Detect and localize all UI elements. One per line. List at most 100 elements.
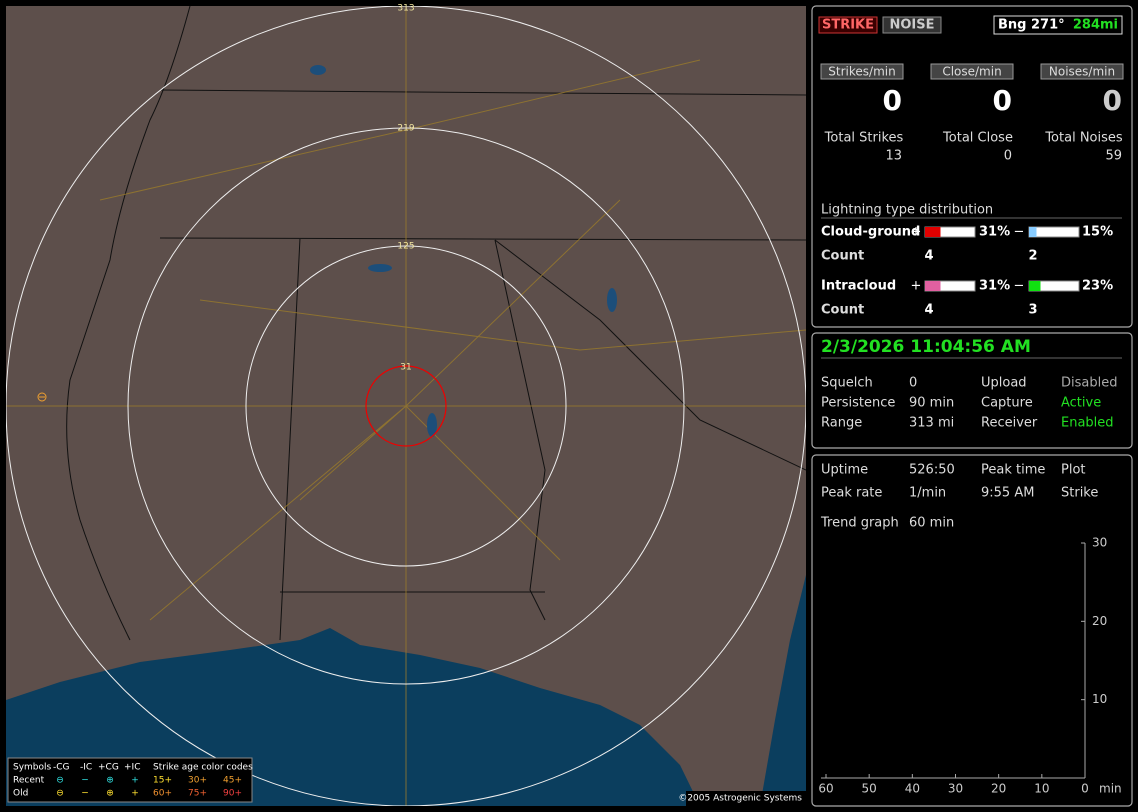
rate-value: 0	[883, 84, 902, 117]
total-value: 59	[1105, 149, 1122, 164]
ring-label: 125	[397, 242, 414, 252]
rate-label-box	[1040, 63, 1124, 80]
sign: −	[1014, 279, 1025, 294]
x-tick-label: 40	[905, 782, 920, 796]
total-label: Total Strikes	[824, 131, 904, 146]
legend-age: 45+	[223, 776, 242, 786]
setting: Upload	[981, 376, 1027, 391]
total-value: 13	[885, 149, 902, 164]
bar	[925, 227, 941, 237]
stat: Peak time	[981, 463, 1045, 478]
count: 4	[924, 303, 933, 318]
trend-label: Trend graph	[820, 516, 899, 531]
counts: Strikes/min 0 Close/min 0 Noises/min 0 Total S…	[820, 63, 1124, 164]
distribution-title: Lightning type distribution	[821, 203, 993, 218]
count: 4	[924, 249, 933, 264]
stat: 526:50	[909, 463, 955, 478]
sign: +	[911, 225, 922, 240]
legend-header: Symbols	[13, 763, 52, 773]
setting: Active	[1061, 396, 1101, 411]
strike-button[interactable]	[818, 16, 878, 34]
clock: 2/3/2026 11:04:56 AM	[821, 337, 1031, 357]
ring-label: 219	[397, 124, 414, 134]
rate-label-box	[930, 63, 1014, 80]
ring-label: 313	[397, 4, 414, 14]
noise-button[interactable]	[882, 16, 942, 34]
settings: Squelch 0 Upload Disabled Persistence 90 min C…	[821, 376, 1117, 431]
legend-symbol: ⊕	[106, 789, 114, 799]
type-name: Cloud-ground	[821, 225, 920, 240]
percent: 23%	[1082, 279, 1113, 294]
ring-label: 31	[400, 363, 411, 373]
settings-panel	[811, 332, 1133, 449]
legend-header: Strike age color codes	[153, 763, 253, 773]
trend-graph: 60 50 40 30 20 10 0 min 10 20 30	[818, 536, 1121, 796]
sign: +	[911, 279, 922, 294]
map: 313 219 125 31 ©2005 Astrogenic Systems …	[6, 4, 806, 806]
legend-age: 15+	[153, 776, 172, 786]
legend-symbol: −	[81, 776, 89, 786]
bearing-box	[993, 15, 1123, 35]
copyright: ©2005 Astrogenic Systems	[678, 794, 802, 804]
stat: Uptime	[821, 463, 868, 478]
bar	[1029, 227, 1037, 237]
total-label: Total Noises	[1044, 131, 1123, 146]
total-value: 0	[1004, 149, 1012, 164]
legend-header: +IC	[124, 763, 140, 773]
rate-label-box	[820, 63, 904, 80]
rate-label: Strikes/min	[828, 65, 895, 79]
rate-label: Close/min	[942, 65, 1001, 79]
legend-age: 60+	[153, 789, 172, 799]
x-tick-label: 30	[948, 782, 963, 796]
strike-button-label[interactable]: STRIKE	[822, 18, 874, 33]
setting: Range	[821, 416, 862, 431]
y-tick-label: 20	[1092, 614, 1107, 628]
rate-label: Noises/min	[1049, 65, 1115, 79]
rate-value: 0	[993, 84, 1012, 117]
legend-symbol: +	[131, 776, 139, 786]
type-name: Intracloud	[821, 279, 896, 294]
x-tick-label: 20	[991, 782, 1006, 796]
noise-button-label[interactable]: NOISE	[889, 18, 934, 33]
sign: −	[1014, 225, 1025, 240]
legend-symbol: +	[131, 789, 139, 799]
bar	[1029, 281, 1041, 291]
legend-age: 75+	[188, 789, 207, 799]
stat: Peak rate	[821, 486, 882, 501]
bar	[925, 281, 941, 291]
stats: Uptime 526:50 Peak time Plot Peak rate 1/min 9…	[821, 463, 1098, 501]
legend-header: +CG	[98, 763, 119, 773]
distance: 284mi	[1073, 18, 1118, 33]
count-label: Count	[821, 249, 864, 264]
legend-symbol: ⊖	[56, 776, 64, 786]
legend-row-label: Recent	[13, 776, 45, 786]
rate-value: 0	[1103, 84, 1122, 117]
setting: Persistence	[821, 396, 895, 411]
stats-panel	[811, 454, 1133, 807]
trend-value: 60 min	[909, 516, 954, 531]
percent: 31%	[979, 225, 1010, 240]
x-tick-label: 0	[1081, 782, 1089, 796]
x-unit: min	[1099, 782, 1122, 796]
stat: Plot	[1061, 463, 1086, 478]
count: 2	[1028, 249, 1037, 264]
legend-symbol: −	[81, 789, 89, 799]
total-label: Total Close	[942, 131, 1013, 146]
percent: 15%	[1082, 225, 1113, 240]
legend-age: 30+	[188, 776, 207, 786]
setting: 0	[909, 376, 917, 391]
setting: 90 min	[909, 396, 954, 411]
legend-symbol: ⊖	[56, 789, 64, 799]
counts-panel	[811, 5, 1133, 328]
legend-header: -IC	[80, 763, 92, 773]
stat: 1/min	[909, 486, 946, 501]
y-tick-label: 30	[1092, 536, 1107, 550]
setting: 313 mi	[909, 416, 954, 431]
count: 3	[1028, 303, 1037, 318]
count-label: Count	[821, 303, 864, 318]
setting: Squelch	[821, 376, 873, 391]
x-tick-label: 60	[818, 782, 833, 796]
map-legend: Symbols -CG -IC +CG +IC Strike age color code…	[7, 757, 253, 803]
